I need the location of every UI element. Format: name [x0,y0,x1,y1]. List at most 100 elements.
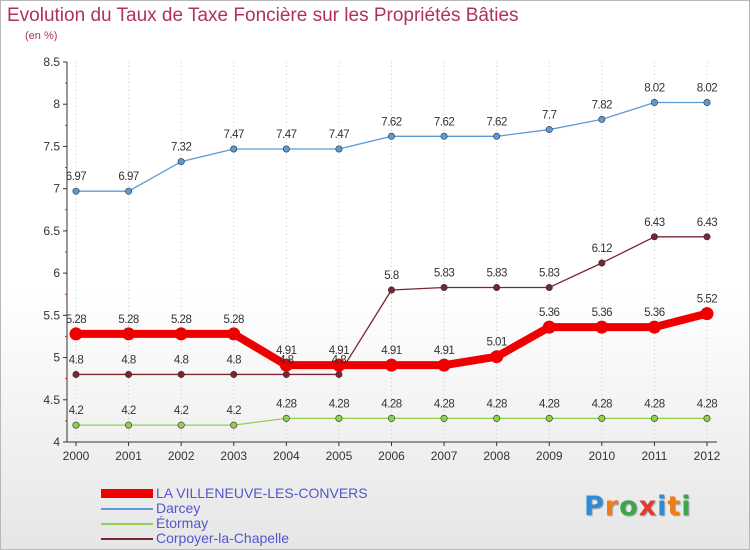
data-label: 4.91 [329,345,349,357]
data-point [703,99,711,107]
data-label: 4.91 [381,345,401,357]
logo-letter: i [681,491,692,522]
x-tick-label: 2012 [694,449,721,463]
data-label: 7.47 [329,129,349,141]
data-point [440,283,448,291]
data-label: 6.43 [697,217,717,229]
data-label: 4.28 [644,398,664,410]
data-point [282,145,290,153]
y-tick-label: 6.5 [43,224,60,238]
data-label: 4.91 [276,345,296,357]
data-label: 4.2 [227,405,242,417]
data-point [598,414,606,422]
data-point [125,187,133,195]
y-tick-label: 7 [53,182,60,196]
data-label: 5.28 [171,314,191,326]
legend-label: Étormay [156,515,209,531]
y-tick-label: 5 [53,351,60,365]
y-tick-label: 4.5 [43,393,60,407]
legend-swatch [101,508,153,510]
x-tick-label: 2000 [63,449,90,463]
data-point [387,286,395,294]
logo-letter: i [657,491,668,522]
data-label: 5.83 [434,267,454,279]
data-point [335,414,343,422]
data-label: 4.8 [121,354,136,366]
data-point [595,320,609,334]
data-label: 5.28 [118,314,138,326]
data-point [122,327,136,341]
data-label: 4.28 [276,398,296,410]
data-label: 7.62 [381,116,401,128]
legend-swatch [101,523,153,525]
data-point [703,233,711,241]
data-point [440,414,448,422]
x-tick-label: 2004 [273,449,300,463]
data-point [279,358,293,372]
data-point [282,414,290,422]
data-point [335,370,343,378]
y-tick-label: 5.5 [43,308,60,322]
x-tick-label: 2010 [588,449,615,463]
data-point [387,132,395,140]
data-label: 4.28 [697,398,717,410]
y-tick-label: 6 [53,266,60,280]
x-tick-label: 2005 [326,449,353,463]
data-label: 4.8 [174,354,189,366]
data-label: 7.62 [486,116,506,128]
data-point [385,358,398,372]
data-point [125,421,133,429]
data-point [72,187,80,195]
data-point [650,414,658,422]
data-point [545,126,553,134]
x-tick-label: 2006 [378,449,405,463]
data-point [493,414,501,422]
data-point [230,421,238,429]
data-point [69,327,83,341]
data-point [650,233,658,241]
data-label: 7.47 [276,129,296,141]
data-point [542,320,556,334]
data-point [230,145,238,153]
data-point [437,358,451,372]
data-label: 7.82 [592,99,612,111]
data-label: 4.28 [486,398,506,410]
y-tick-label: 8.5 [43,55,60,69]
data-label: 5.01 [486,337,506,349]
data-label: 7.47 [224,129,244,141]
data-label: 6.97 [66,171,86,183]
data-point [703,414,711,422]
chart-subtitle: (en %) [25,30,58,42]
data-label: 5.28 [66,314,86,326]
data-label: 5.52 [697,294,717,306]
data-label: 6.43 [644,217,664,229]
legend-swatch [101,538,153,540]
data-label: 5.28 [224,314,244,326]
x-tick-label: 2001 [115,449,142,463]
legend-label: Darcey [156,500,201,516]
data-point [72,370,80,378]
data-point [545,283,553,291]
data-point [700,307,714,321]
data-point [282,370,290,378]
logo-letter: o [619,491,639,522]
chart-title: Evolution du Taux de Taxe Foncière sur l… [7,5,519,26]
data-label: 6.12 [592,243,612,255]
data-point [598,259,606,267]
data-point [72,421,80,429]
data-label: 5.36 [539,307,559,319]
data-label: 5.8 [384,270,399,282]
data-point [177,158,185,166]
data-point [490,350,504,364]
data-label: 4.28 [381,398,401,410]
data-point [647,320,661,334]
data-label: 4.28 [329,398,349,410]
data-point [650,99,658,107]
data-label: 4.8 [227,354,242,366]
logo-letter: x [638,491,658,522]
data-point [493,283,501,291]
data-label: 7.7 [542,110,557,122]
data-point [387,414,395,422]
data-label: 5.83 [486,267,506,279]
y-tick-label: 8 [53,97,60,111]
